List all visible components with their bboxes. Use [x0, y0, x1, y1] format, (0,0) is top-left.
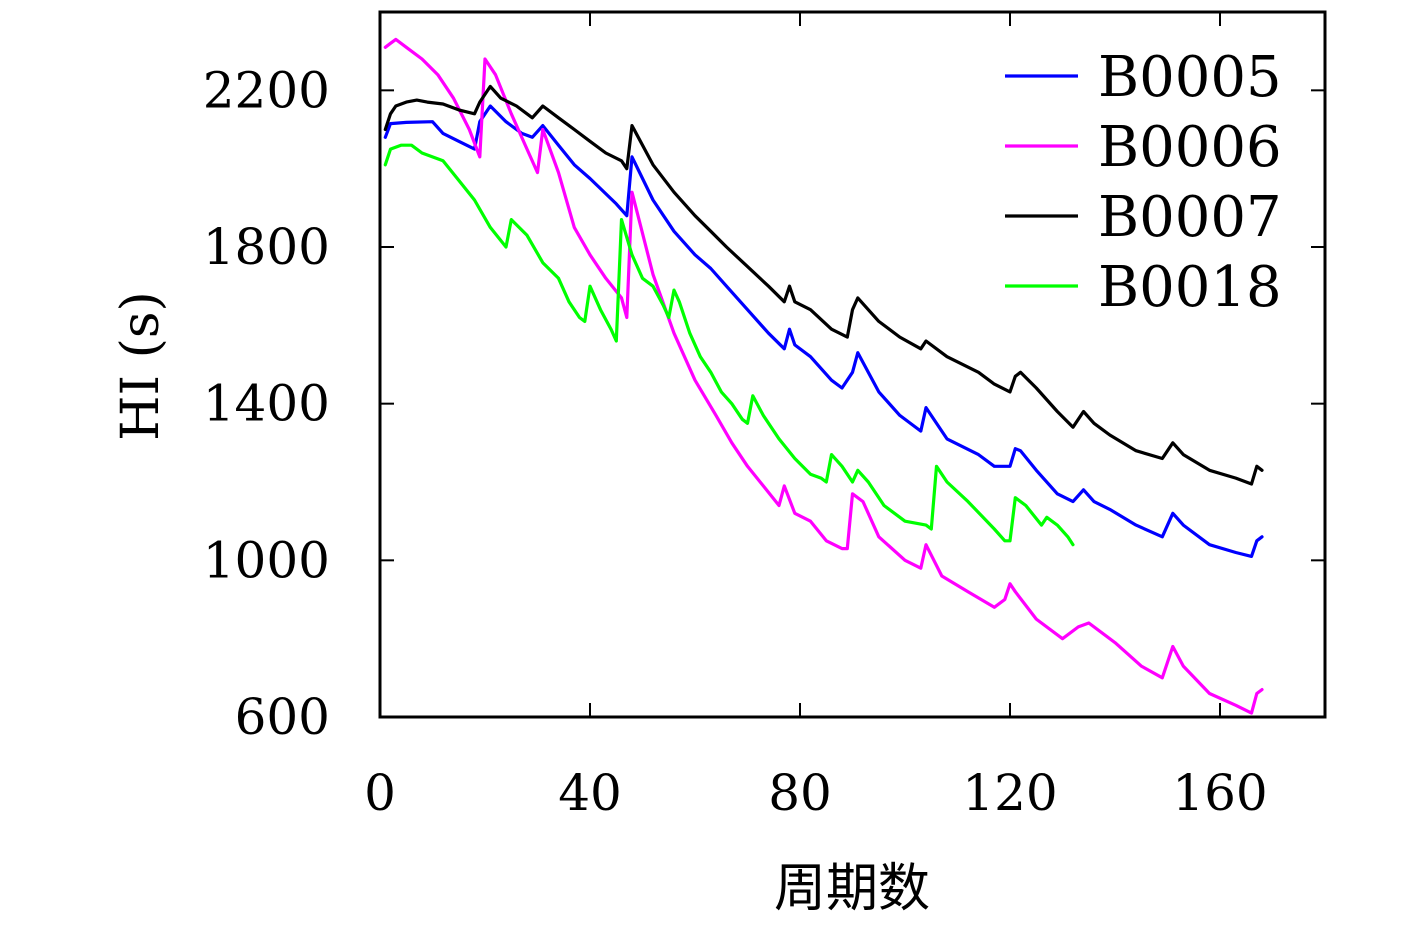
legend-label-b0005: B0005	[1098, 45, 1282, 110]
x-tick-label: 0	[364, 764, 396, 822]
legend-label-b0006: B0006	[1098, 115, 1282, 180]
series-line-b0007	[383, 84, 1264, 486]
x-axis-label: 周期数	[774, 859, 930, 919]
series-line-b0006	[383, 37, 1264, 715]
y-tick-label: 1400	[203, 375, 330, 433]
x-tick-label: 160	[1172, 764, 1267, 822]
series-layer	[383, 37, 1264, 715]
legend-label-b0007: B0007	[1098, 185, 1282, 250]
series-line-b0018	[383, 143, 1075, 547]
y-tick-label: 1800	[203, 218, 330, 276]
plot-frame	[378, 10, 1327, 719]
y-tick-label: 1000	[203, 531, 330, 589]
ticks-layer: 0 40 80 120 160 600 1000 1400 1800 2200	[203, 12, 1325, 822]
y-tick-label: 600	[235, 688, 330, 746]
x-tick-label: 120	[962, 764, 1057, 822]
x-tick-label: 80	[768, 764, 832, 822]
y-tick-label: 2200	[203, 61, 330, 119]
x-tick-label: 40	[558, 764, 622, 822]
legend-label-b0018: B0018	[1098, 255, 1282, 320]
y-axis-label: HI (s)	[111, 291, 171, 441]
